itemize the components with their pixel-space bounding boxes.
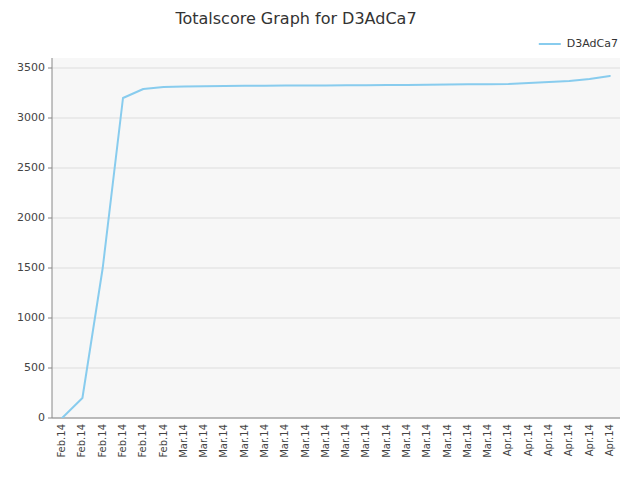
tick-label: 3500 — [17, 61, 45, 74]
chart: 0500100015002000250030003500Feb.14Feb.14… — [0, 0, 640, 480]
tick-label: Apr.14 — [502, 424, 513, 456]
tick-label: Apr.14 — [584, 424, 595, 456]
tick-label: Mar.14 — [462, 424, 473, 458]
tick-mark — [48, 218, 52, 219]
tick-label: Mar.14 — [198, 424, 209, 458]
axis-line — [52, 418, 620, 419]
tick-label: Apr.14 — [523, 424, 534, 456]
tick-label: Feb.14 — [117, 424, 128, 458]
tick-mark — [48, 368, 52, 369]
tick-label: Mar.14 — [482, 424, 493, 458]
line-series — [62, 76, 610, 418]
plot-area — [52, 58, 620, 418]
tick-mark — [48, 68, 52, 69]
tick-label: 2000 — [17, 211, 45, 224]
tick-label: Feb.14 — [56, 424, 67, 458]
grid-line — [52, 268, 620, 269]
tick-mark — [48, 268, 52, 269]
tick-label: 2500 — [17, 161, 45, 174]
tick-label: 500 — [24, 361, 45, 374]
tick-label: Apr.14 — [543, 424, 554, 456]
tick-mark — [48, 168, 52, 169]
tick-mark — [48, 418, 52, 419]
tick-label: Apr.14 — [563, 424, 574, 456]
tick-label: 1500 — [17, 261, 45, 274]
grid-line — [52, 318, 620, 319]
title: Totalscore Graph for D3AdCa7 — [174, 9, 416, 28]
axis-line — [52, 58, 53, 418]
tick-label: Mar.14 — [239, 424, 250, 458]
tick-mark — [48, 118, 52, 119]
tick-label: Mar.14 — [421, 424, 432, 458]
tick-label: Feb.14 — [97, 424, 108, 458]
grid-line — [52, 68, 620, 69]
tick-label: Apr.14 — [604, 424, 615, 456]
series-group — [62, 76, 610, 418]
y-axis: 0 500 1000 1500 2000 2500 3000 3500 — [17, 58, 620, 424]
chart-container: 0500100015002000250030003500Feb.14Feb.14… — [0, 0, 640, 480]
x-axis: Feb.14 Feb.14 Feb.14 Feb.14 Feb.14 Feb.14 Mar.… — [56, 424, 615, 458]
tick-label: Mar.14 — [381, 424, 392, 458]
grid-line — [52, 118, 620, 119]
tick-label: Mar.14 — [259, 424, 270, 458]
grid-line — [52, 418, 620, 419]
tick-mark — [48, 318, 52, 319]
tick-label: 1000 — [17, 311, 45, 324]
tick-label: Mar.14 — [340, 424, 351, 458]
legend-label: D3AdCa7 — [567, 37, 618, 50]
grid-line — [52, 218, 620, 219]
tick-label: Mar.14 — [178, 424, 189, 458]
tick-label: 3000 — [17, 111, 45, 124]
tick-label: Mar.14 — [401, 424, 412, 458]
tick-label: Mar.14 — [442, 424, 453, 458]
tick-label: Feb.14 — [137, 424, 148, 458]
tick-label: Mar.14 — [360, 424, 371, 458]
grid-line — [52, 168, 620, 169]
legend-swatch — [539, 43, 561, 45]
tick-label: Mar.14 — [279, 424, 290, 458]
legend: D3AdCa7 — [539, 37, 618, 50]
tick-label: 0 — [38, 411, 45, 424]
grid-line — [52, 368, 620, 369]
tick-label: Mar.14 — [320, 424, 331, 458]
tick-label: Mar.14 — [300, 424, 311, 458]
tick-label: Feb.14 — [76, 424, 87, 458]
tick-label: Mar.14 — [218, 424, 229, 458]
tick-label: Feb.14 — [158, 424, 169, 458]
